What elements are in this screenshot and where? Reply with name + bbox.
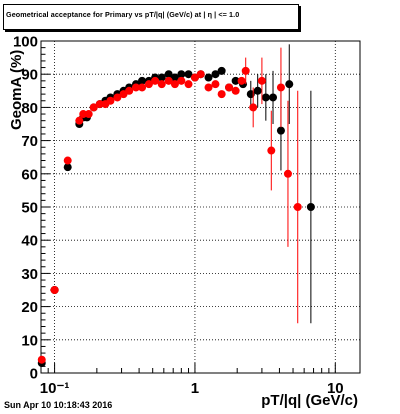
data-point	[204, 83, 213, 92]
data-point	[276, 83, 285, 92]
data-point	[231, 76, 240, 85]
data-point	[170, 80, 179, 89]
data-point	[211, 70, 220, 79]
axes: 0 10 20 30 40 50 60 70 80 90 100 10⁻¹ 1 10	[13, 34, 361, 397]
y-tick-label: 0	[30, 366, 38, 383]
y-tick-label: 20	[21, 299, 38, 316]
data-point	[131, 83, 140, 92]
y-tick-label: 60	[21, 166, 38, 183]
data-point	[257, 76, 266, 85]
data-point	[164, 70, 173, 79]
x-tick-label: 10	[327, 380, 344, 397]
data-point	[196, 70, 205, 79]
data-point	[138, 83, 147, 92]
data-point	[267, 146, 276, 155]
data-point	[217, 66, 226, 75]
y-tick-label: 50	[21, 200, 38, 217]
y-axis-label: GeomA (%)	[8, 50, 25, 130]
data-point	[293, 203, 302, 211]
data-point	[84, 110, 93, 119]
data-point	[241, 66, 250, 75]
data-point	[164, 76, 173, 85]
data-point	[95, 100, 104, 109]
y-tick-label: 40	[21, 233, 38, 250]
series-2	[37, 47, 302, 364]
x-tick-label: 1	[191, 380, 199, 397]
y-tick-label: 80	[21, 100, 38, 117]
data-point	[63, 163, 72, 172]
data-point	[253, 86, 262, 95]
x-axis-label: pT/|q| (GeV/c)	[261, 392, 358, 409]
data-point	[177, 76, 186, 85]
data-point	[276, 126, 285, 135]
data-point	[75, 116, 84, 125]
data-point	[190, 73, 199, 82]
data-point	[50, 286, 59, 294]
y-tick-label: 30	[21, 266, 38, 283]
data-point	[144, 80, 153, 89]
data-point	[37, 355, 46, 364]
data-point	[211, 80, 220, 89]
data-point	[285, 80, 294, 89]
data-point	[225, 83, 234, 92]
y-tick-label: 10	[21, 332, 38, 349]
data-point	[249, 103, 258, 112]
x-tick-label: 10⁻¹	[40, 380, 70, 397]
data-point	[177, 70, 186, 79]
data-point	[184, 70, 193, 79]
data-point	[283, 169, 292, 178]
data-point	[157, 80, 166, 89]
data-marks	[37, 44, 315, 368]
data-point	[113, 93, 122, 102]
data-point	[306, 203, 315, 211]
y-tick-label: 90	[21, 67, 38, 84]
y-tick-label: 100	[13, 34, 38, 51]
data-point	[125, 86, 134, 95]
datestamp: Sun Apr 10 10:18:43 2016	[4, 400, 113, 410]
data-point	[184, 80, 193, 89]
y-tick-label: 70	[21, 133, 38, 150]
data-point	[106, 96, 115, 105]
data-point	[269, 93, 278, 102]
data-point	[204, 73, 213, 82]
data-point	[217, 90, 226, 99]
chart-title-box: Geometrical acceptance for Primary vs pT…	[3, 4, 299, 30]
data-point	[89, 103, 98, 112]
grid-lines	[41, 41, 360, 373]
data-point	[231, 86, 240, 95]
data-point	[138, 76, 147, 85]
data-point	[157, 73, 166, 82]
chart-title: Geometrical acceptance for Primary vs pT…	[6, 10, 240, 19]
series-1	[37, 44, 315, 368]
data-point	[237, 76, 246, 85]
data-point	[170, 73, 179, 82]
data-point	[151, 76, 160, 85]
data-point	[261, 93, 270, 102]
data-point	[63, 156, 72, 165]
